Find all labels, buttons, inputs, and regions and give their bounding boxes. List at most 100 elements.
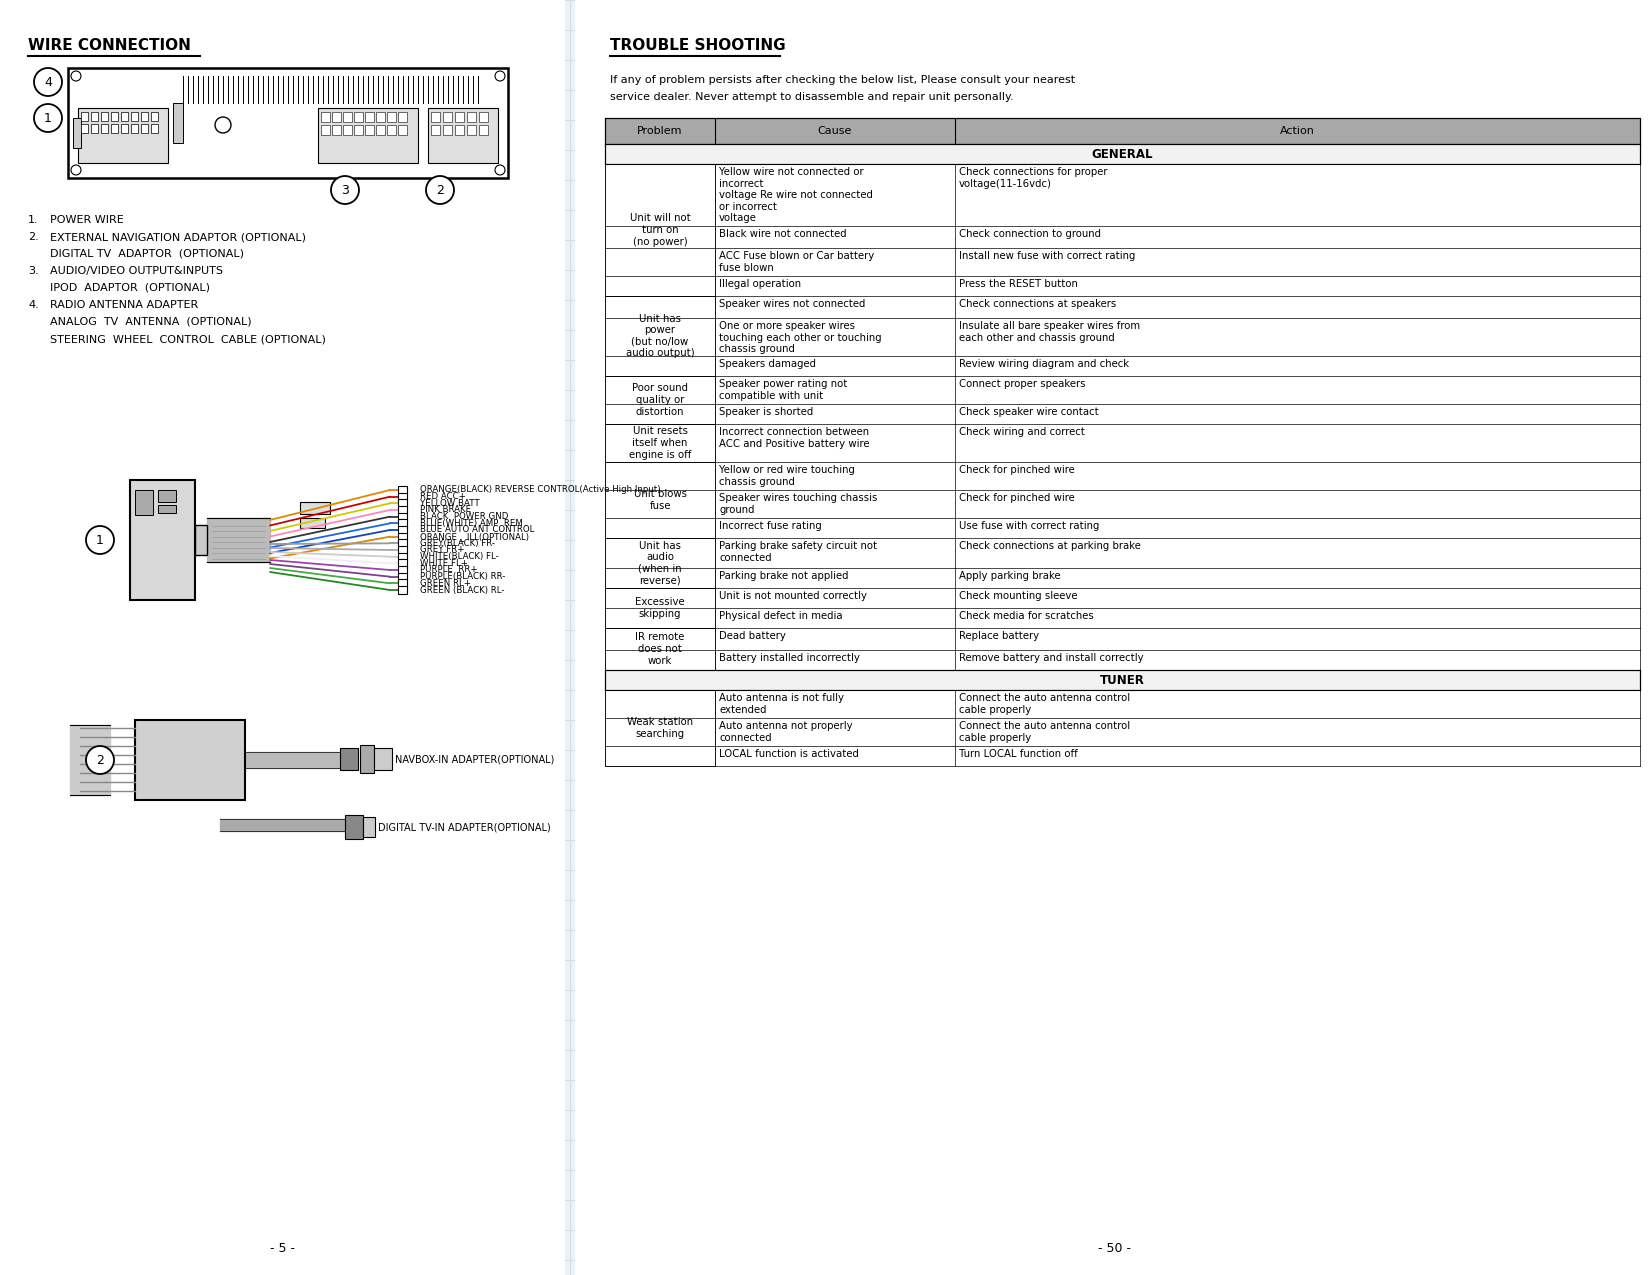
Bar xyxy=(398,533,408,541)
Text: Connect the auto antenna control
cable properly: Connect the auto antenna control cable p… xyxy=(959,720,1131,742)
Text: If any of problem persists after checking the below list, Please consult your ne: If any of problem persists after checkin… xyxy=(609,75,1075,85)
Text: GREY(BLACK) FR-: GREY(BLACK) FR- xyxy=(419,539,495,548)
Text: IPOD  ADAPTOR  (OPTIONAL): IPOD ADAPTOR (OPTIONAL) xyxy=(50,283,210,293)
Text: RADIO ANTENNA ADAPTER: RADIO ANTENNA ADAPTER xyxy=(50,300,198,310)
Text: Speaker power rating not
compatible with unit: Speaker power rating not compatible with… xyxy=(718,379,847,400)
Text: GREEN (BLACK) RL-: GREEN (BLACK) RL- xyxy=(419,585,505,594)
Bar xyxy=(398,125,408,135)
Text: Battery installed incorrectly: Battery installed incorrectly xyxy=(718,653,860,663)
Text: 2: 2 xyxy=(96,754,104,766)
Text: Dead battery: Dead battery xyxy=(718,631,786,641)
Bar xyxy=(150,112,158,121)
Text: Check for pinched wire: Check for pinched wire xyxy=(959,493,1075,504)
Bar xyxy=(604,356,1639,376)
Bar xyxy=(456,125,464,135)
Bar xyxy=(332,125,342,135)
Bar xyxy=(604,588,715,629)
Text: Speakers damaged: Speakers damaged xyxy=(718,360,816,368)
Bar xyxy=(300,502,330,514)
Text: Insulate all bare speaker wires from
each other and chassis ground: Insulate all bare speaker wires from eac… xyxy=(959,321,1141,343)
Bar xyxy=(398,566,408,574)
Bar xyxy=(604,462,715,538)
Text: Physical defect in media: Physical defect in media xyxy=(718,611,842,621)
Text: LOCAL function is activated: LOCAL function is activated xyxy=(718,748,859,759)
Text: Check media for scratches: Check media for scratches xyxy=(959,611,1093,621)
Bar xyxy=(442,125,452,135)
Text: Check connection to ground: Check connection to ground xyxy=(959,230,1101,238)
Bar xyxy=(81,112,88,121)
Text: Check wiring and correct: Check wiring and correct xyxy=(959,427,1085,437)
Text: DIGITAL TV  ADAPTOR  (OPTIONAL): DIGITAL TV ADAPTOR (OPTIONAL) xyxy=(50,249,244,259)
Bar xyxy=(398,579,408,588)
Text: 2.: 2. xyxy=(28,232,38,242)
Text: Unit resets
itself when
engine is off: Unit resets itself when engine is off xyxy=(629,426,692,459)
Bar xyxy=(604,376,715,425)
Text: Check connections at parking brake: Check connections at parking brake xyxy=(959,541,1141,551)
Text: Poor sound
quality or
distortion: Poor sound quality or distortion xyxy=(632,384,688,417)
Circle shape xyxy=(495,164,505,175)
Circle shape xyxy=(330,176,358,204)
Bar xyxy=(604,490,1639,518)
Bar xyxy=(91,124,97,133)
Bar xyxy=(375,748,391,770)
Text: - 50 -: - 50 - xyxy=(1098,1242,1131,1255)
Bar xyxy=(604,425,715,462)
Text: Check for pinched wire: Check for pinched wire xyxy=(959,465,1075,476)
Text: Check connections at speakers: Check connections at speakers xyxy=(959,300,1116,309)
Circle shape xyxy=(86,527,114,555)
Text: YELLOW BATT: YELLOW BATT xyxy=(419,499,480,507)
Circle shape xyxy=(495,71,505,82)
Bar xyxy=(575,0,1651,1275)
Text: Connect proper speakers: Connect proper speakers xyxy=(959,379,1085,389)
Text: Incorrect connection between
ACC and Positive battery wire: Incorrect connection between ACC and Pos… xyxy=(718,427,870,449)
Text: Action: Action xyxy=(1280,126,1314,136)
Bar xyxy=(442,112,452,122)
Bar xyxy=(345,815,363,839)
Text: 3: 3 xyxy=(342,184,348,196)
Bar xyxy=(130,124,139,133)
Bar xyxy=(363,817,375,836)
Bar xyxy=(398,527,408,534)
Bar xyxy=(604,690,715,766)
Text: Problem: Problem xyxy=(637,126,684,136)
Text: Review wiring diagram and check: Review wiring diagram and check xyxy=(959,360,1129,368)
Text: IR remote
does not
work: IR remote does not work xyxy=(636,632,685,666)
Text: Unit will not
turn on
(no power): Unit will not turn on (no power) xyxy=(629,213,690,246)
Circle shape xyxy=(35,68,63,96)
Bar xyxy=(604,629,1639,650)
Circle shape xyxy=(86,746,114,774)
Bar xyxy=(604,690,1639,718)
Bar xyxy=(604,164,1639,226)
Text: DIGITAL TV-IN ADAPTER(OPTIONAL): DIGITAL TV-IN ADAPTER(OPTIONAL) xyxy=(378,822,551,833)
Bar xyxy=(140,124,149,133)
Text: 4.: 4. xyxy=(28,300,38,310)
Bar xyxy=(68,68,509,179)
Bar xyxy=(135,720,244,799)
Text: Install new fuse with correct rating: Install new fuse with correct rating xyxy=(959,251,1136,261)
Text: BLACK  POWER GND: BLACK POWER GND xyxy=(419,513,509,521)
Text: STEERING  WHEEL  CONTROL  CABLE (OPTIONAL): STEERING WHEEL CONTROL CABLE (OPTIONAL) xyxy=(50,334,325,344)
Bar xyxy=(604,669,1639,690)
Text: BLUE(WHITE) AMP  REM: BLUE(WHITE) AMP REM xyxy=(419,519,523,528)
Bar xyxy=(428,108,499,163)
Text: Check connections for proper
voltage(11-16vdc): Check connections for proper voltage(11-… xyxy=(959,167,1108,189)
Text: 1: 1 xyxy=(45,111,51,125)
Bar xyxy=(398,486,408,493)
Text: Speaker wires touching chassis
ground: Speaker wires touching chassis ground xyxy=(718,493,877,515)
Bar xyxy=(121,112,129,121)
Bar xyxy=(73,119,81,148)
Text: RED ACC+: RED ACC+ xyxy=(419,492,466,501)
Bar xyxy=(467,125,475,135)
Text: Parking brake safety circuit not
connected: Parking brake safety circuit not connect… xyxy=(718,541,877,562)
Bar xyxy=(360,745,375,773)
Text: Parking brake not applied: Parking brake not applied xyxy=(718,571,849,581)
Bar xyxy=(0,0,565,1275)
Bar xyxy=(173,103,183,143)
Bar xyxy=(195,525,206,555)
Circle shape xyxy=(35,105,63,133)
Text: Unit blows
fuse: Unit blows fuse xyxy=(634,490,687,511)
Bar xyxy=(604,718,1639,746)
Bar xyxy=(467,112,475,122)
Circle shape xyxy=(71,71,81,82)
Text: Speaker wires not connected: Speaker wires not connected xyxy=(718,300,865,309)
